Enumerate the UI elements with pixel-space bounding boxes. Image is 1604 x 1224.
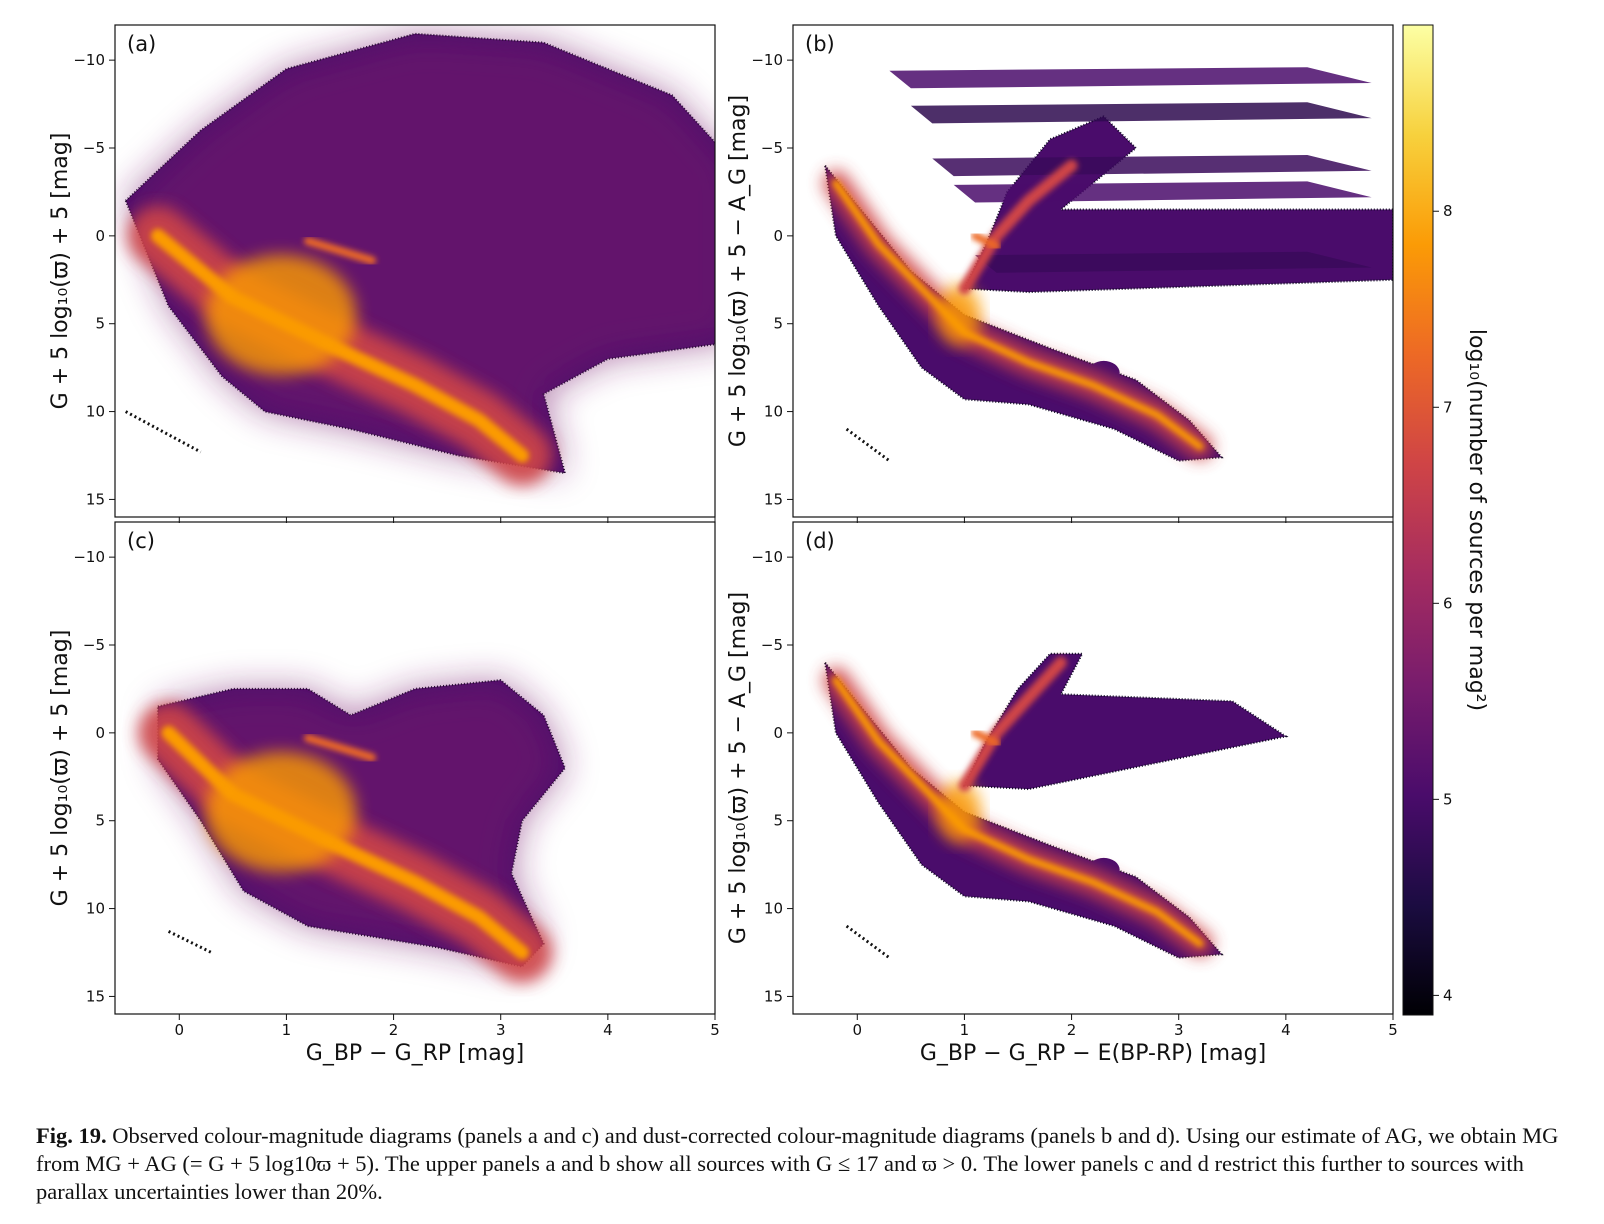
density-map [138,679,566,983]
y-tick-label: 15 [764,987,783,1005]
caption-text: Observed colour-magnitude diagrams (pane… [36,1123,1559,1204]
y-tick-label: 5 [773,315,783,333]
x-tick-label: 4 [1281,1021,1291,1039]
x-tick-label: 1 [960,1021,970,1039]
y-tick-label: 0 [773,724,783,742]
y-tick-label: 10 [86,403,105,421]
density-map [822,652,1289,960]
axes-frame [792,521,1394,1015]
axes-frame [114,521,716,1015]
y-tick-label: −10 [73,51,105,69]
y-tick-label: 10 [764,403,783,421]
axes-frame [114,24,716,518]
y-tick-label: −5 [83,636,105,654]
y-tick-label: 0 [95,724,105,742]
x-tick-label: 0 [175,1021,185,1039]
x-tick-label: 2 [389,1021,399,1039]
x-tick-label: 3 [1174,1021,1184,1039]
x-tick-label: 1 [282,1021,292,1039]
colorbar-tick-label: 8 [1443,202,1453,220]
y-tick-label: 5 [773,812,783,830]
y-axis-label: G + 5 log₁₀(ϖ) + 5 [mag] [48,630,73,907]
x-tick-label: 5 [710,1021,720,1039]
y-tick-label: −5 [83,139,105,157]
y-tick-label: −10 [751,51,783,69]
colorbar-gradient [1402,24,1434,1016]
colorbar-tick-label: 4 [1443,986,1453,1004]
y-axis-label: G + 5 log₁₀(ϖ) + 5 − A_G [mag] [726,592,751,944]
y-tick-label: 10 [86,900,105,918]
density-map [124,32,715,486]
panel-label: (d) [805,529,835,553]
y-tick-label: 5 [95,812,105,830]
axes-frame [792,24,1394,518]
panel-b: −10 −5 0 5 10 15 (b) G + 5 log₁₀(ϖ) + 5 − A_G [… [726,24,1394,523]
panel-label: (a) [127,32,156,56]
colorbar-tick-label: 7 [1443,398,1453,416]
colorbar-label: log₁₀(number of sources per mag²) [1464,329,1489,711]
x-axis-label: G_BP − G_RP [mag] [306,1041,524,1066]
x-tick-label: 2 [1067,1021,1077,1039]
y-axis-label: G + 5 log₁₀(ϖ) + 5 [mag] [48,133,73,410]
density-map [822,67,1393,463]
figure-caption: Fig. 19. Observed colour-magnitude diagr… [36,1122,1576,1206]
panel-c: −10 −5 0 5 10 15 0 1 2 3 4 5 (c) G + 5 log₁₀(ϖ) + 5 [… [48,521,720,1066]
x-tick-label: 3 [496,1021,506,1039]
x-axis-label: G_BP − G_RP − E(BP-RP) [mag] [920,1041,1266,1066]
colorbar: 4 5 6 7 8 log₁₀(number of sources per mag²) [1402,24,1489,1016]
x-tick-label: 0 [853,1021,863,1039]
y-tick-label: −5 [761,636,783,654]
y-tick-label: 0 [773,227,783,245]
y-tick-label: 0 [95,227,105,245]
y-tick-label: −10 [751,548,783,566]
panel-label: (b) [805,32,835,56]
panel-d: −10 −5 0 5 10 15 0 1 2 3 4 5 (d) G + 5 log₁₀(ϖ) + 5 −… [726,521,1398,1066]
y-tick-label: 15 [86,490,105,508]
y-tick-label: 15 [764,490,783,508]
caption-figure-label: Fig. 19. [36,1123,107,1148]
panel-a: −10 −5 0 5 10 15 (a) G + 5 log₁₀(ϖ) + 5 [mag] [48,24,716,523]
colorbar-tick-label: 5 [1443,790,1453,808]
x-tick-label: 4 [603,1021,613,1039]
y-tick-label: −5 [761,139,783,157]
y-tick-label: −10 [73,548,105,566]
y-tick-label: 15 [86,987,105,1005]
y-axis-label: G + 5 log₁₀(ϖ) + 5 − A_G [mag] [726,95,751,447]
y-tick-label: 10 [764,900,783,918]
x-tick-label: 5 [1388,1021,1398,1039]
panel-label: (c) [127,529,155,553]
y-tick-label: 5 [95,315,105,333]
colorbar-tick-label: 6 [1443,594,1453,612]
